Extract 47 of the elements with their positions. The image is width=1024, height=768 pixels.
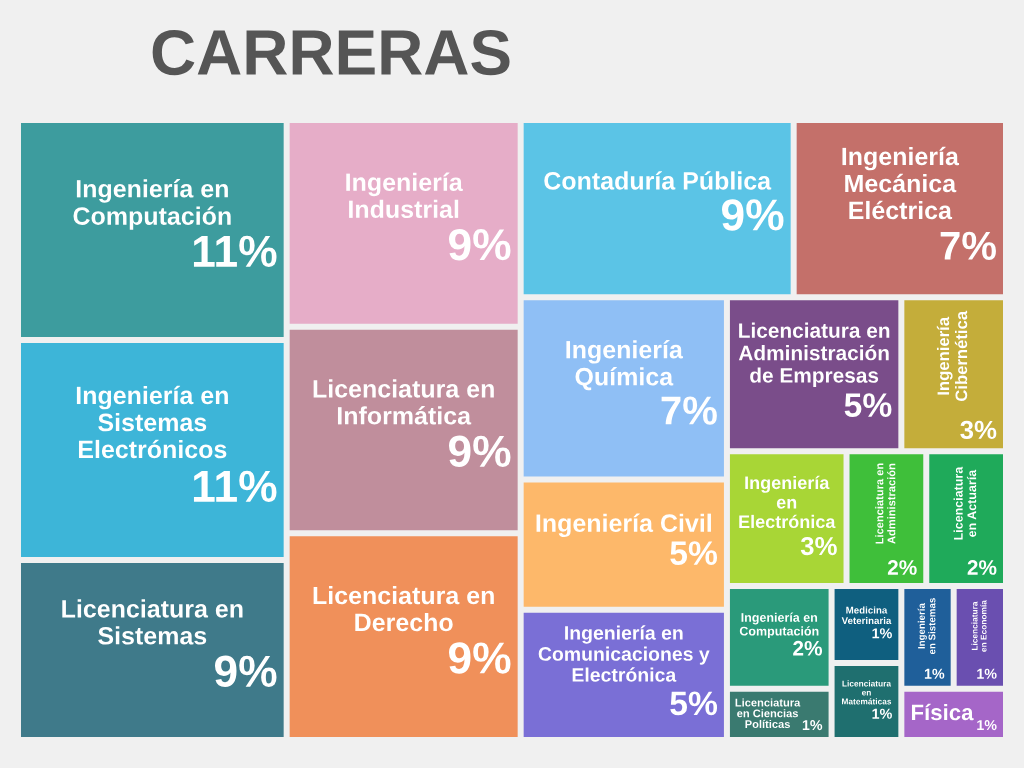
data-label: 1% <box>872 628 892 639</box>
data-label: 9% <box>721 199 784 231</box>
category-label: Medicina Veterinaria <box>841 606 892 625</box>
data-label: 1% <box>977 668 997 679</box>
category-label: Ingeniería en Computación <box>73 179 231 230</box>
data-label: 9% <box>448 435 511 468</box>
category-label: Licenciatura en Informática <box>313 379 494 425</box>
data-label: 1% <box>872 708 892 719</box>
category-label: Ingeniería en Computación <box>739 612 819 639</box>
category-label: Licenciatura en Matemáticas <box>842 680 892 705</box>
category-label: Licenciatura en Administración de Empresas <box>738 322 890 387</box>
text: CARRERAS <box>152 29 510 76</box>
category-label: Ingeniería en Comunicaciones y Electrónica <box>538 625 710 682</box>
data-label: 5% <box>670 691 718 716</box>
data-label: 7% <box>661 396 717 425</box>
data-label: 2% <box>967 560 997 575</box>
category-label: Ingeniería Química <box>566 339 684 391</box>
category-label: Física <box>911 703 974 721</box>
category-label: Licenciatura en Ciencias Políticas <box>735 698 801 729</box>
category-label: Ingeniería en Sistemas <box>917 598 936 655</box>
category-label: Ingeniería Mecánica Eléctrica <box>842 146 960 220</box>
data-label: 11% <box>193 470 277 502</box>
data-label: 3% <box>960 420 997 440</box>
category-label: Ingeniería en Electrónica <box>739 475 836 529</box>
category-label: Licenciatura en Administración <box>875 463 896 544</box>
data-label: 11% <box>193 235 277 267</box>
data-label: 1% <box>977 720 997 731</box>
category-label: Ingeniería Cibernética <box>936 310 968 402</box>
data-label: 1% <box>924 668 945 679</box>
data-label: 2% <box>793 640 823 656</box>
data-label: 2% <box>887 560 917 575</box>
data-label: 5% <box>670 541 718 565</box>
category-label: Licenciatura en Sistemas <box>62 599 243 645</box>
category-label: Contaduría Pública <box>544 171 772 190</box>
data-label: 9% <box>448 228 511 261</box>
data-label: 1% <box>802 720 823 731</box>
data-label: 9% <box>448 642 511 674</box>
category-label: Licenciatura en Actuaría <box>953 466 977 540</box>
category-label: Ingeniería Industrial <box>346 172 463 219</box>
data-label: 5% <box>844 393 892 418</box>
data-label: 7% <box>940 231 996 260</box>
data-label: 3% <box>800 536 837 556</box>
category-label: Ingeniería en Sistemas Electrónicos <box>76 385 228 459</box>
category-label: Licenciatura en Derecho <box>313 585 494 632</box>
category-label: Licenciatura en Economía <box>971 600 987 652</box>
data-label: 9% <box>214 655 277 688</box>
category-label: Ingeniería Civil <box>536 513 711 538</box>
